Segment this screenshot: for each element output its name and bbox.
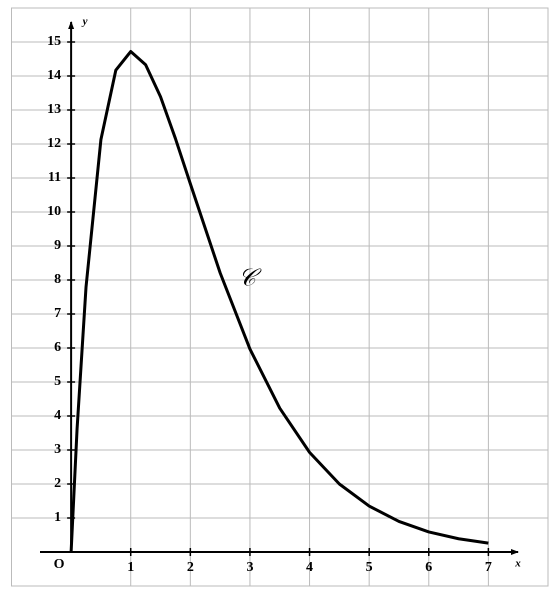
y-tick-label: 15 <box>47 34 61 49</box>
x-tick-label: 7 <box>485 560 492 575</box>
y-tick-label: 4 <box>54 408 61 423</box>
curve <box>69 50 489 553</box>
x-axis-label: x <box>514 558 521 570</box>
y-tick-label: 9 <box>54 238 61 253</box>
x-tick-label: 4 <box>306 560 313 575</box>
y-tick-label: 1 <box>54 510 61 525</box>
curve-label: 𝒞 <box>238 266 262 292</box>
y-tick-label: 7 <box>54 306 61 321</box>
y-tick-label: 8 <box>54 272 61 287</box>
y-tick-label: 5 <box>54 374 61 389</box>
y-tick-label: 6 <box>54 340 61 355</box>
y-tick-label: 14 <box>47 68 61 83</box>
origin-label: O <box>54 557 65 572</box>
x-tick-label: 5 <box>366 560 373 575</box>
x-tick-label: 6 <box>425 560 432 575</box>
y-tick-label: 3 <box>54 442 61 457</box>
y-tick-label: 13 <box>47 102 61 117</box>
y-axis-label: y <box>81 16 88 28</box>
y-tick-label: 11 <box>48 170 61 185</box>
y-tick-label: 12 <box>47 136 61 151</box>
x-tick-label: 1 <box>127 560 134 575</box>
y-tick-label: 10 <box>47 204 61 219</box>
x-tick-label: 2 <box>187 560 194 575</box>
plot-frame <box>11 7 549 587</box>
x-tick-label: 3 <box>246 560 253 575</box>
y-tick-label: 2 <box>54 476 61 491</box>
